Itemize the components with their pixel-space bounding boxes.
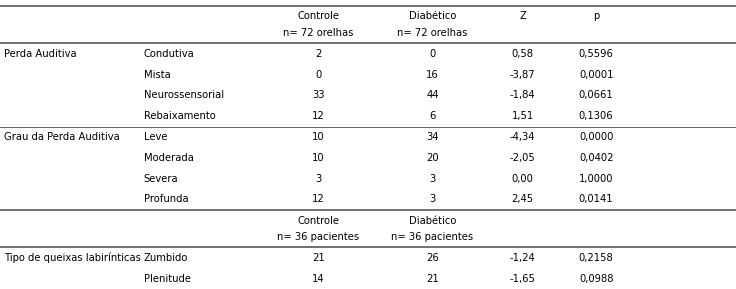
Text: -1,24: -1,24 xyxy=(510,253,535,263)
Text: -2,05: -2,05 xyxy=(510,153,535,163)
Text: Profunda: Profunda xyxy=(144,194,188,204)
Text: 0,0000: 0,0000 xyxy=(579,132,613,142)
Text: 10: 10 xyxy=(312,132,325,142)
Text: Neurossensorial: Neurossensorial xyxy=(144,90,224,100)
Text: 0,0001: 0,0001 xyxy=(579,70,613,79)
Text: -4,34: -4,34 xyxy=(510,132,535,142)
Text: 1,0000: 1,0000 xyxy=(579,174,613,184)
Text: n= 72 orelhas: n= 72 orelhas xyxy=(397,28,467,38)
Text: 21: 21 xyxy=(426,274,439,284)
Text: Condutiva: Condutiva xyxy=(144,49,194,59)
Text: 0,0141: 0,0141 xyxy=(578,194,614,204)
Text: Diabético: Diabético xyxy=(408,216,456,225)
Text: Rebaixamento: Rebaixamento xyxy=(144,111,215,121)
Text: 1,51: 1,51 xyxy=(512,111,534,121)
Text: 2: 2 xyxy=(315,49,322,59)
Text: p: p xyxy=(593,11,599,21)
Text: 26: 26 xyxy=(426,253,439,263)
Text: 10: 10 xyxy=(312,153,325,163)
Text: 0: 0 xyxy=(429,49,436,59)
Text: 21: 21 xyxy=(312,253,325,263)
Text: 2,45: 2,45 xyxy=(512,194,534,204)
Text: n= 72 orelhas: n= 72 orelhas xyxy=(283,28,353,38)
Text: Moderada: Moderada xyxy=(144,153,194,163)
Text: Diabético: Diabético xyxy=(408,11,456,21)
Text: Zumbido: Zumbido xyxy=(144,253,188,263)
Text: -1,65: -1,65 xyxy=(509,274,536,284)
Text: 16: 16 xyxy=(426,70,439,79)
Text: Severa: Severa xyxy=(144,174,178,184)
Text: 0,1306: 0,1306 xyxy=(578,111,614,121)
Text: Mista: Mista xyxy=(144,70,170,79)
Text: 3: 3 xyxy=(315,174,322,184)
Text: 12: 12 xyxy=(312,194,325,204)
Text: 0,0402: 0,0402 xyxy=(579,153,613,163)
Text: 20: 20 xyxy=(426,153,439,163)
Text: n= 36 pacientes: n= 36 pacientes xyxy=(392,232,473,242)
Text: Z: Z xyxy=(519,11,526,21)
Text: Tipo de queixas labirínticas: Tipo de queixas labirínticas xyxy=(4,253,141,263)
Text: 6: 6 xyxy=(429,111,436,121)
Text: 3: 3 xyxy=(429,174,436,184)
Text: 0,58: 0,58 xyxy=(512,49,534,59)
Text: 12: 12 xyxy=(312,111,325,121)
Text: 0,00: 0,00 xyxy=(512,174,534,184)
Text: Perda Auditiva: Perda Auditiva xyxy=(4,49,77,59)
Text: Controle: Controle xyxy=(297,11,339,21)
Text: -1,84: -1,84 xyxy=(510,90,535,100)
Text: Grau da Perda Auditiva: Grau da Perda Auditiva xyxy=(4,132,119,142)
Text: 34: 34 xyxy=(426,132,439,142)
Text: 0,5596: 0,5596 xyxy=(578,49,614,59)
Text: Leve: Leve xyxy=(144,132,167,142)
Text: 14: 14 xyxy=(312,274,325,284)
Text: Plenitude: Plenitude xyxy=(144,274,191,284)
Text: 44: 44 xyxy=(426,90,439,100)
Text: n= 36 pacientes: n= 36 pacientes xyxy=(277,232,359,242)
Text: 0: 0 xyxy=(315,70,322,79)
Text: 0,0661: 0,0661 xyxy=(578,90,614,100)
Text: Controle: Controle xyxy=(297,216,339,225)
Text: 0,0988: 0,0988 xyxy=(579,274,613,284)
Text: 0,2158: 0,2158 xyxy=(578,253,614,263)
Text: 3: 3 xyxy=(429,194,436,204)
Text: 33: 33 xyxy=(312,90,325,100)
Text: -3,87: -3,87 xyxy=(510,70,535,79)
